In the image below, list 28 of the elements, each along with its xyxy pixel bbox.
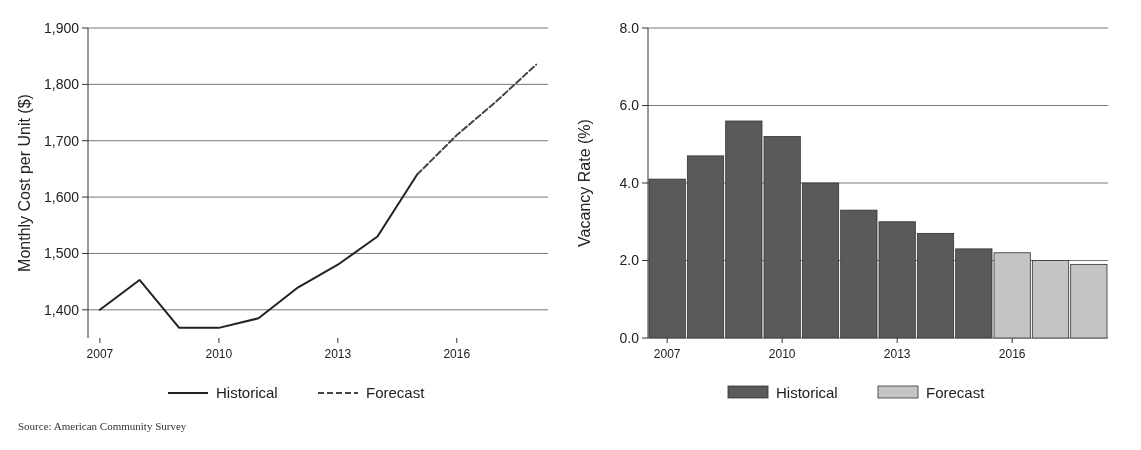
x-tick-label: 2007 xyxy=(653,347,681,361)
x-tick-label: 2007 xyxy=(86,347,114,361)
y-tick-label: 4.0 xyxy=(619,174,640,191)
y-tick-label: 6.0 xyxy=(619,97,640,114)
x-tick-label: 2010 xyxy=(768,347,796,361)
legend-label: Forecast xyxy=(366,384,426,402)
y-tick-label: 0.0 xyxy=(619,329,640,346)
y-tick-label: 1,800 xyxy=(43,76,80,93)
line-series xyxy=(98,173,419,329)
y-tick-label: 1,500 xyxy=(43,245,80,262)
y-tick-label: 1,600 xyxy=(43,188,80,205)
y-tick-label: 1,700 xyxy=(43,132,80,149)
y-tick-label: 2.0 xyxy=(619,252,640,269)
x-tick-label: 2016 xyxy=(998,347,1026,361)
x-tick-label: 2013 xyxy=(883,347,911,361)
y-tick-label: 8.0 xyxy=(619,19,640,36)
source-note: Source: American Community Survey xyxy=(18,420,187,432)
legend-label: Forecast xyxy=(926,384,986,402)
y-tick-label: 1,900 xyxy=(43,19,80,36)
x-tick-label: 2010 xyxy=(205,347,233,361)
y-axis-title: Vacancy Rate (%) xyxy=(576,119,593,247)
x-tick-label: 2016 xyxy=(443,347,471,361)
line-series xyxy=(416,63,538,176)
legend-label: Historical xyxy=(216,384,278,402)
legend-label: Historical xyxy=(776,384,838,402)
y-tick-label: 1,400 xyxy=(43,301,80,318)
y-axis-title: Monthly Cost per Unit ($) xyxy=(16,94,33,272)
x-tick-label: 2013 xyxy=(324,347,352,361)
